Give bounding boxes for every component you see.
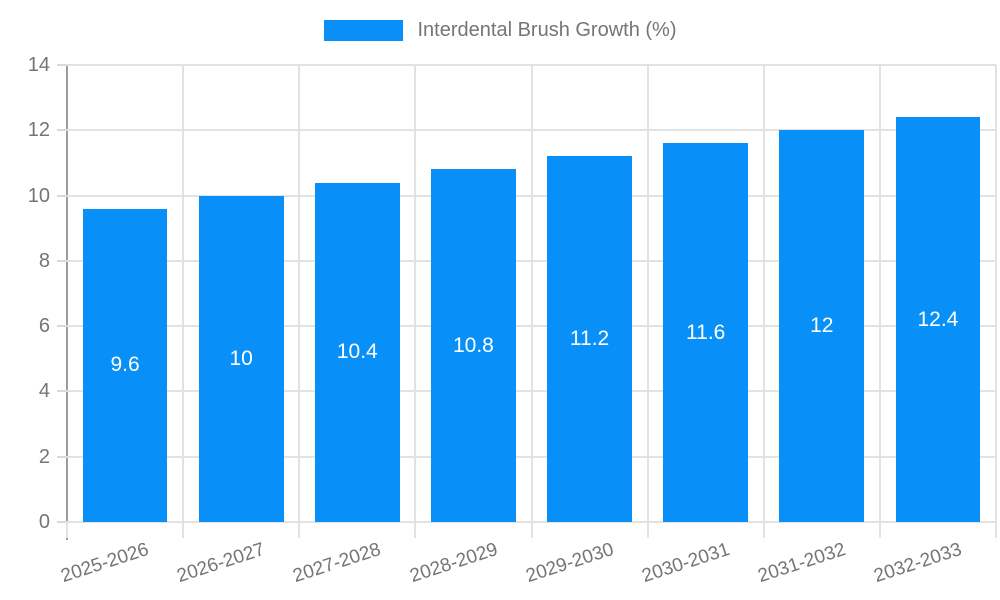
x-axis-tick [995,522,997,538]
x-axis-tick [646,522,649,538]
legend-swatch [323,20,403,41]
y-axis-line [66,65,68,540]
bar[interactable]: 12.4 [895,117,981,522]
x-axis-tick [298,522,301,538]
legend-label: Interdental Brush Growth (%) [417,19,677,41]
y-axis-tick [57,455,67,458]
x-axis-tick-label: 2030-2031 [639,539,733,588]
bar[interactable]: 10.4 [314,182,400,522]
bar-value-label: 10.4 [336,340,378,364]
x-axis-tick-label: 2025-2026 [58,539,152,588]
vertical-gridline [646,65,649,522]
bar-value-label: 10 [229,346,253,370]
vertical-gridline [878,65,881,522]
legend[interactable]: Interdental Brush Growth (%) [0,20,1000,41]
vertical-gridline [298,65,301,522]
vertical-gridline [414,65,417,522]
x-axis-tick-label: 2028-2029 [407,539,500,588]
y-axis-tick [57,259,67,262]
y-axis-tick [57,129,67,132]
y-axis-tick-label: 6 [38,315,50,338]
y-axis-tick [57,194,67,197]
y-axis-tick-label: 12 [27,119,50,142]
x-axis-tick-label: 2026-2027 [174,539,268,588]
bar[interactable]: 10.8 [431,169,516,522]
y-axis-tick-label: 10 [27,184,50,207]
y-axis-tick-label: 4 [38,380,50,403]
bar-value-label: 10.8 [452,333,494,357]
bar-value-label: 12 [810,314,834,338]
y-axis-tick-label: 14 [27,54,50,76]
y-axis-tick-label: 8 [38,249,50,272]
bar[interactable]: 10 [198,195,284,522]
y-axis-tick-label: 2 [38,445,50,468]
vertical-gridline [530,65,533,522]
x-axis-tick-label: 2029-2030 [523,539,617,588]
x-axis-tick [182,522,185,538]
y-axis-tick [57,325,67,328]
bar-value-label: 12.4 [917,307,959,331]
bar[interactable]: 11.6 [663,143,749,522]
x-axis-tick [762,522,765,538]
x-axis-tick-label: 2031-2032 [755,539,849,588]
bar-value-label: 9.6 [110,353,140,377]
bar[interactable]: 12 [779,130,865,522]
x-axis-tick-label: 2032-2033 [871,539,965,588]
x-axis-tick [530,522,533,538]
y-axis-tick [57,390,67,393]
bar[interactable]: 11.2 [547,156,632,522]
y-axis-tick [57,64,67,66]
vertical-gridline [762,65,765,522]
x-axis-tick [66,522,68,538]
x-axis-tick [414,522,417,538]
y-axis-tick-label: 0 [38,511,50,533]
bar-value-label: 11.6 [686,320,726,344]
x-axis-tick-label: 2027-2028 [290,539,384,588]
bar[interactable]: 9.6 [82,208,168,522]
vertical-gridline [182,65,185,522]
x-axis-tick [878,522,881,538]
plot-area: 9.6 10 10.4 10.8 11.2 11.6 12 12.4 [67,64,997,523]
vertical-gridline [995,65,997,522]
bar-value-label: 11.2 [569,327,610,351]
y-axis-tick [57,521,67,523]
